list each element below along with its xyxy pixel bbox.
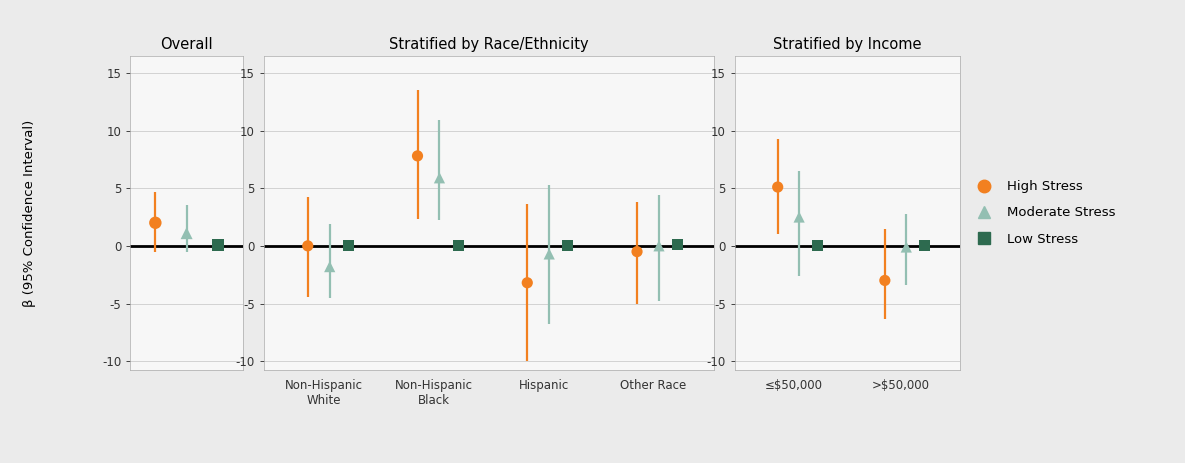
- Point: [177, 230, 196, 237]
- Title: Stratified by Race/Ethnicity: Stratified by Race/Ethnicity: [389, 37, 589, 51]
- Legend: High Stress, Moderate Stress, Low Stress: High Stress, Moderate Stress, Low Stress: [966, 175, 1121, 251]
- Point: [408, 152, 427, 160]
- Point: [518, 279, 537, 287]
- Point: [768, 183, 787, 191]
- Point: [430, 174, 449, 181]
- Point: [897, 243, 916, 250]
- Title: Overall: Overall: [160, 37, 213, 51]
- Point: [876, 277, 895, 284]
- Point: [808, 242, 827, 250]
- Point: [649, 242, 668, 250]
- Point: [146, 219, 165, 226]
- Point: [449, 242, 468, 250]
- Point: [539, 250, 558, 257]
- Point: [558, 242, 577, 250]
- Text: β (95% Confidence Interval): β (95% Confidence Interval): [24, 119, 36, 307]
- Title: Stratified by Income: Stratified by Income: [773, 37, 922, 51]
- Point: [209, 242, 228, 249]
- Point: [320, 263, 339, 270]
- Point: [789, 213, 808, 221]
- Point: [299, 242, 318, 250]
- Point: [668, 240, 687, 248]
- Point: [628, 248, 647, 255]
- Point: [915, 242, 934, 250]
- Point: [339, 242, 358, 250]
